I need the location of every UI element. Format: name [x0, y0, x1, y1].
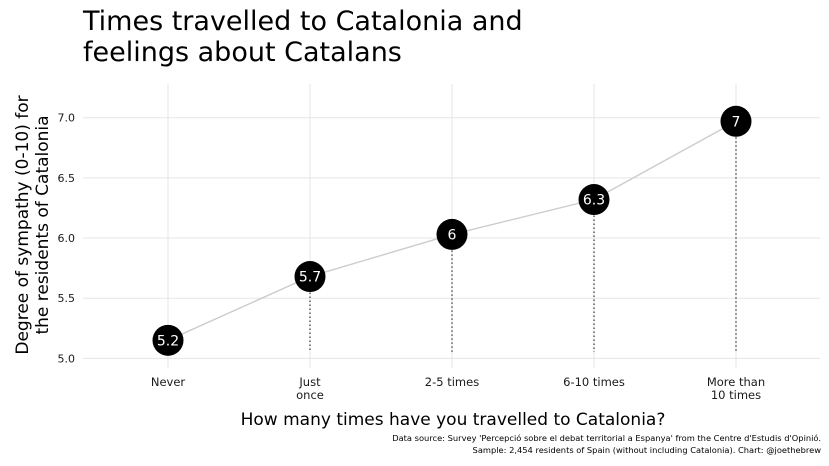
x-tick-label-line: Just	[298, 375, 321, 389]
data-point	[436, 218, 468, 250]
data-point	[294, 261, 326, 293]
data-point	[720, 105, 752, 137]
data-label: 6	[448, 227, 457, 243]
x-tick-label-line: Never	[151, 375, 186, 389]
data-label: 5.7	[299, 270, 321, 286]
axis-layer: 5.0 5.5 6.0 6.5 7.0 Never Just once 2-5 times 6-1…	[13, 95, 765, 430]
chart-title-line-2: feelings about Catalans	[83, 37, 402, 68]
y-axis-title: Degree of sympathy (0-10) forthe residen…	[13, 95, 53, 354]
y-tick-label: 5.5	[58, 292, 76, 305]
chart-caption: Data source: Survey 'Percepció sobre el …	[392, 432, 821, 456]
y-axis-title-line: Degree of sympathy (0-10) for	[13, 95, 33, 354]
x-tick-label: 2-5 times	[425, 375, 479, 389]
x-tick-label: More than 10 times	[707, 375, 765, 402]
y-tick-label: 6.5	[58, 172, 76, 185]
y-tick-label: 6.0	[58, 232, 76, 245]
x-tick-label: 6-10 times	[563, 375, 625, 389]
y-axis-title-line: the residents of Catalonia	[33, 115, 53, 334]
x-axis-title: How many times have you travelled to Cat…	[241, 410, 666, 430]
x-tick-label-line: 10 times	[711, 388, 761, 402]
x-tick-label-line: 2-5 times	[425, 375, 479, 389]
chart-title-line-1: Times travelled to Catalonia and	[83, 6, 523, 37]
x-tick-label-line: More than	[707, 375, 765, 389]
caption-line-1: Data source: Survey 'Percepció sobre el …	[392, 433, 821, 443]
data-label: 7	[732, 114, 741, 130]
y-tick-label: 5.0	[58, 352, 76, 365]
data-label: 5.2	[157, 333, 179, 349]
x-tick-label: Just once	[296, 375, 324, 402]
x-tick-label: Never	[151, 375, 186, 389]
x-tick-label-line: once	[296, 388, 324, 402]
y-tick-label: 7.0	[58, 112, 76, 125]
data-point	[578, 184, 610, 216]
caption-line-2: Sample: 2,454 residents of Spain (withou…	[472, 445, 821, 455]
points-layer: 5.2 5.7 6 6.3 7	[152, 105, 752, 356]
data-point	[152, 324, 184, 356]
x-tick-label-line: 6-10 times	[563, 375, 625, 389]
data-label: 6.3	[583, 193, 605, 209]
chart-title: Times travelled to Catalonia and feeling…	[83, 6, 643, 68]
